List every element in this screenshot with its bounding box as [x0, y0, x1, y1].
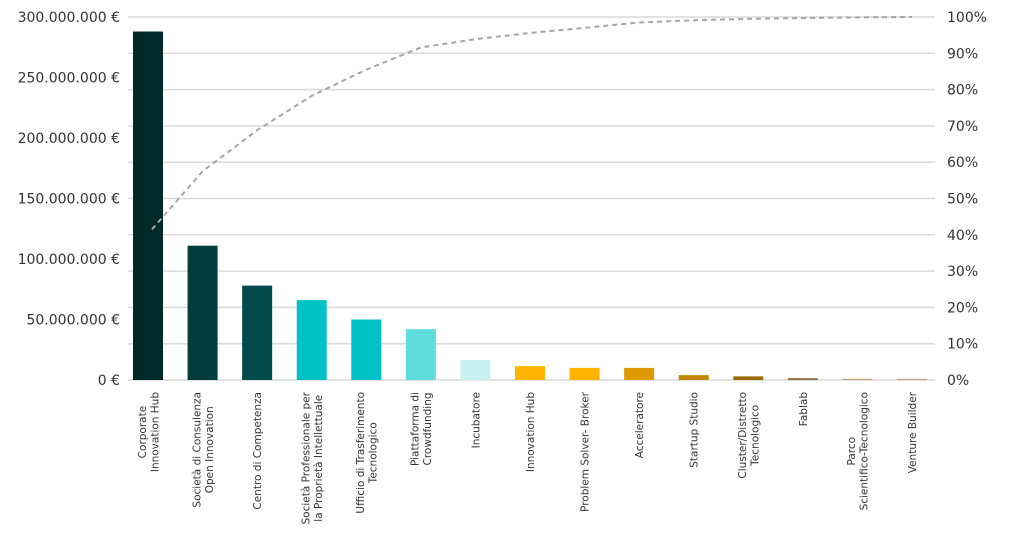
bar: [296, 300, 327, 380]
category-label-line: Venture Builder: [907, 391, 919, 473]
category-label: Venture Builder: [907, 391, 919, 473]
category-label-line: Società Professionale per: [300, 391, 312, 524]
category-label-line: Problem Solver- Broker: [580, 391, 592, 512]
category-label-line: Startup Studio: [689, 392, 701, 468]
category-label: Società Professionale per la Proprietà In…: [300, 391, 325, 524]
left-axis-tick-label: 50.000.000 €: [26, 313, 120, 329]
left-axis-tick-label: 0 €: [98, 373, 120, 389]
category-label-line: Incubatore: [470, 392, 482, 448]
category-label-line: Parco: [846, 437, 858, 466]
bar: [242, 285, 273, 380]
category-label: Parco Scientifico-Tecnologico: [846, 392, 871, 510]
category-label-line: Open Innovation: [204, 406, 216, 493]
category-label-line: Scientifico-Tecnologico: [859, 392, 871, 510]
right-axis-tick-label: 20%: [947, 300, 978, 316]
category-label-line: Tecnologico: [368, 422, 380, 484]
right-axis-tick-label: 70%: [947, 119, 978, 135]
category-label: Incubatore: [470, 392, 482, 448]
category-label: Centro di Competenza: [252, 392, 264, 510]
right-axis-tick-label: 60%: [947, 155, 978, 171]
bar: [351, 319, 382, 380]
left-axis-tick-label: 250.000.000 €: [18, 71, 120, 87]
right-axis-ticks: 0% 10% 20% 30% 40% 50% 60% 70% 80% 90% 100%: [947, 10, 987, 389]
right-axis-tick-label: 50%: [947, 192, 978, 208]
category-label: Corporate Innovation Hub: [137, 392, 162, 472]
right-axis-tick-label: 90%: [947, 46, 978, 62]
category-label-line: la Proprietà Intellettuale: [313, 395, 325, 522]
bars: [133, 31, 927, 381]
left-axis-tick-label: 100.000.000 €: [18, 252, 120, 268]
category-label-line: Corporate: [137, 406, 149, 459]
cumulative-line: [151, 16, 913, 231]
category-label-line: Piattaforma di: [410, 392, 422, 466]
category-label-line: Tecnologico: [750, 405, 762, 467]
bar: [787, 378, 818, 380]
category-label: Startup Studio: [689, 392, 701, 468]
category-label: Ufficio di Trasferimento Tecnologico: [355, 392, 380, 514]
category-label: Cluster/Distretto Tecnologico: [737, 392, 762, 479]
right-axis-tick-label: 30%: [947, 264, 978, 280]
bar: [842, 378, 873, 380]
right-axis-tick-label: 80%: [947, 83, 978, 99]
bar: [133, 31, 163, 381]
left-axis-tick-label: 200.000.000 €: [18, 131, 120, 147]
left-axis-tick-label: 150.000.000 €: [18, 192, 120, 208]
category-label-line: Fablab: [798, 392, 810, 427]
category-label-line: Centro di Competenza: [252, 392, 264, 510]
category-labels: Corporate Innovation Hub Società di Consul…: [137, 391, 919, 524]
bar: [405, 329, 436, 380]
bar: [187, 245, 218, 380]
category-label-line: Ufficio di Trasferimento: [355, 392, 367, 514]
right-axis-tick-label: 100%: [947, 10, 987, 26]
bar: [569, 367, 600, 380]
category-label-line: Cluster/Distretto: [737, 392, 749, 479]
right-axis-tick-label: 10%: [947, 337, 978, 353]
right-axis-tick-label: 0%: [947, 373, 969, 389]
bar: [624, 367, 655, 380]
bar: [460, 360, 491, 380]
left-axis-tick-label: 300.000.000 €: [18, 10, 120, 26]
bar: [897, 378, 927, 380]
category-label-line: Acceleratore: [634, 392, 646, 458]
bar: [515, 366, 545, 380]
category-label-line: Società di Consulenza: [191, 392, 203, 508]
cumulative-line-path: [151, 16, 913, 231]
right-axis-tick-label: 40%: [947, 228, 978, 244]
category-label-line: Innovation Hub: [525, 392, 537, 472]
category-label: Acceleratore: [634, 392, 646, 458]
category-label-line: Crowdfunding: [422, 392, 434, 465]
category-label: Fablab: [798, 392, 810, 427]
category-label: Innovation Hub: [525, 392, 537, 472]
category-label-line: Innovation Hub: [149, 392, 161, 472]
category-label: Società di Consulenza Open Innovation: [191, 392, 216, 508]
category-label: Piattaforma di Crowdfunding: [410, 392, 435, 466]
category-label: Problem Solver- Broker: [580, 391, 592, 512]
bar: [678, 375, 709, 380]
bar: [733, 376, 764, 380]
left-axis-ticks: 0 € 50.000.000 € 100.000.000 € 150.000.000 …: [18, 10, 120, 389]
